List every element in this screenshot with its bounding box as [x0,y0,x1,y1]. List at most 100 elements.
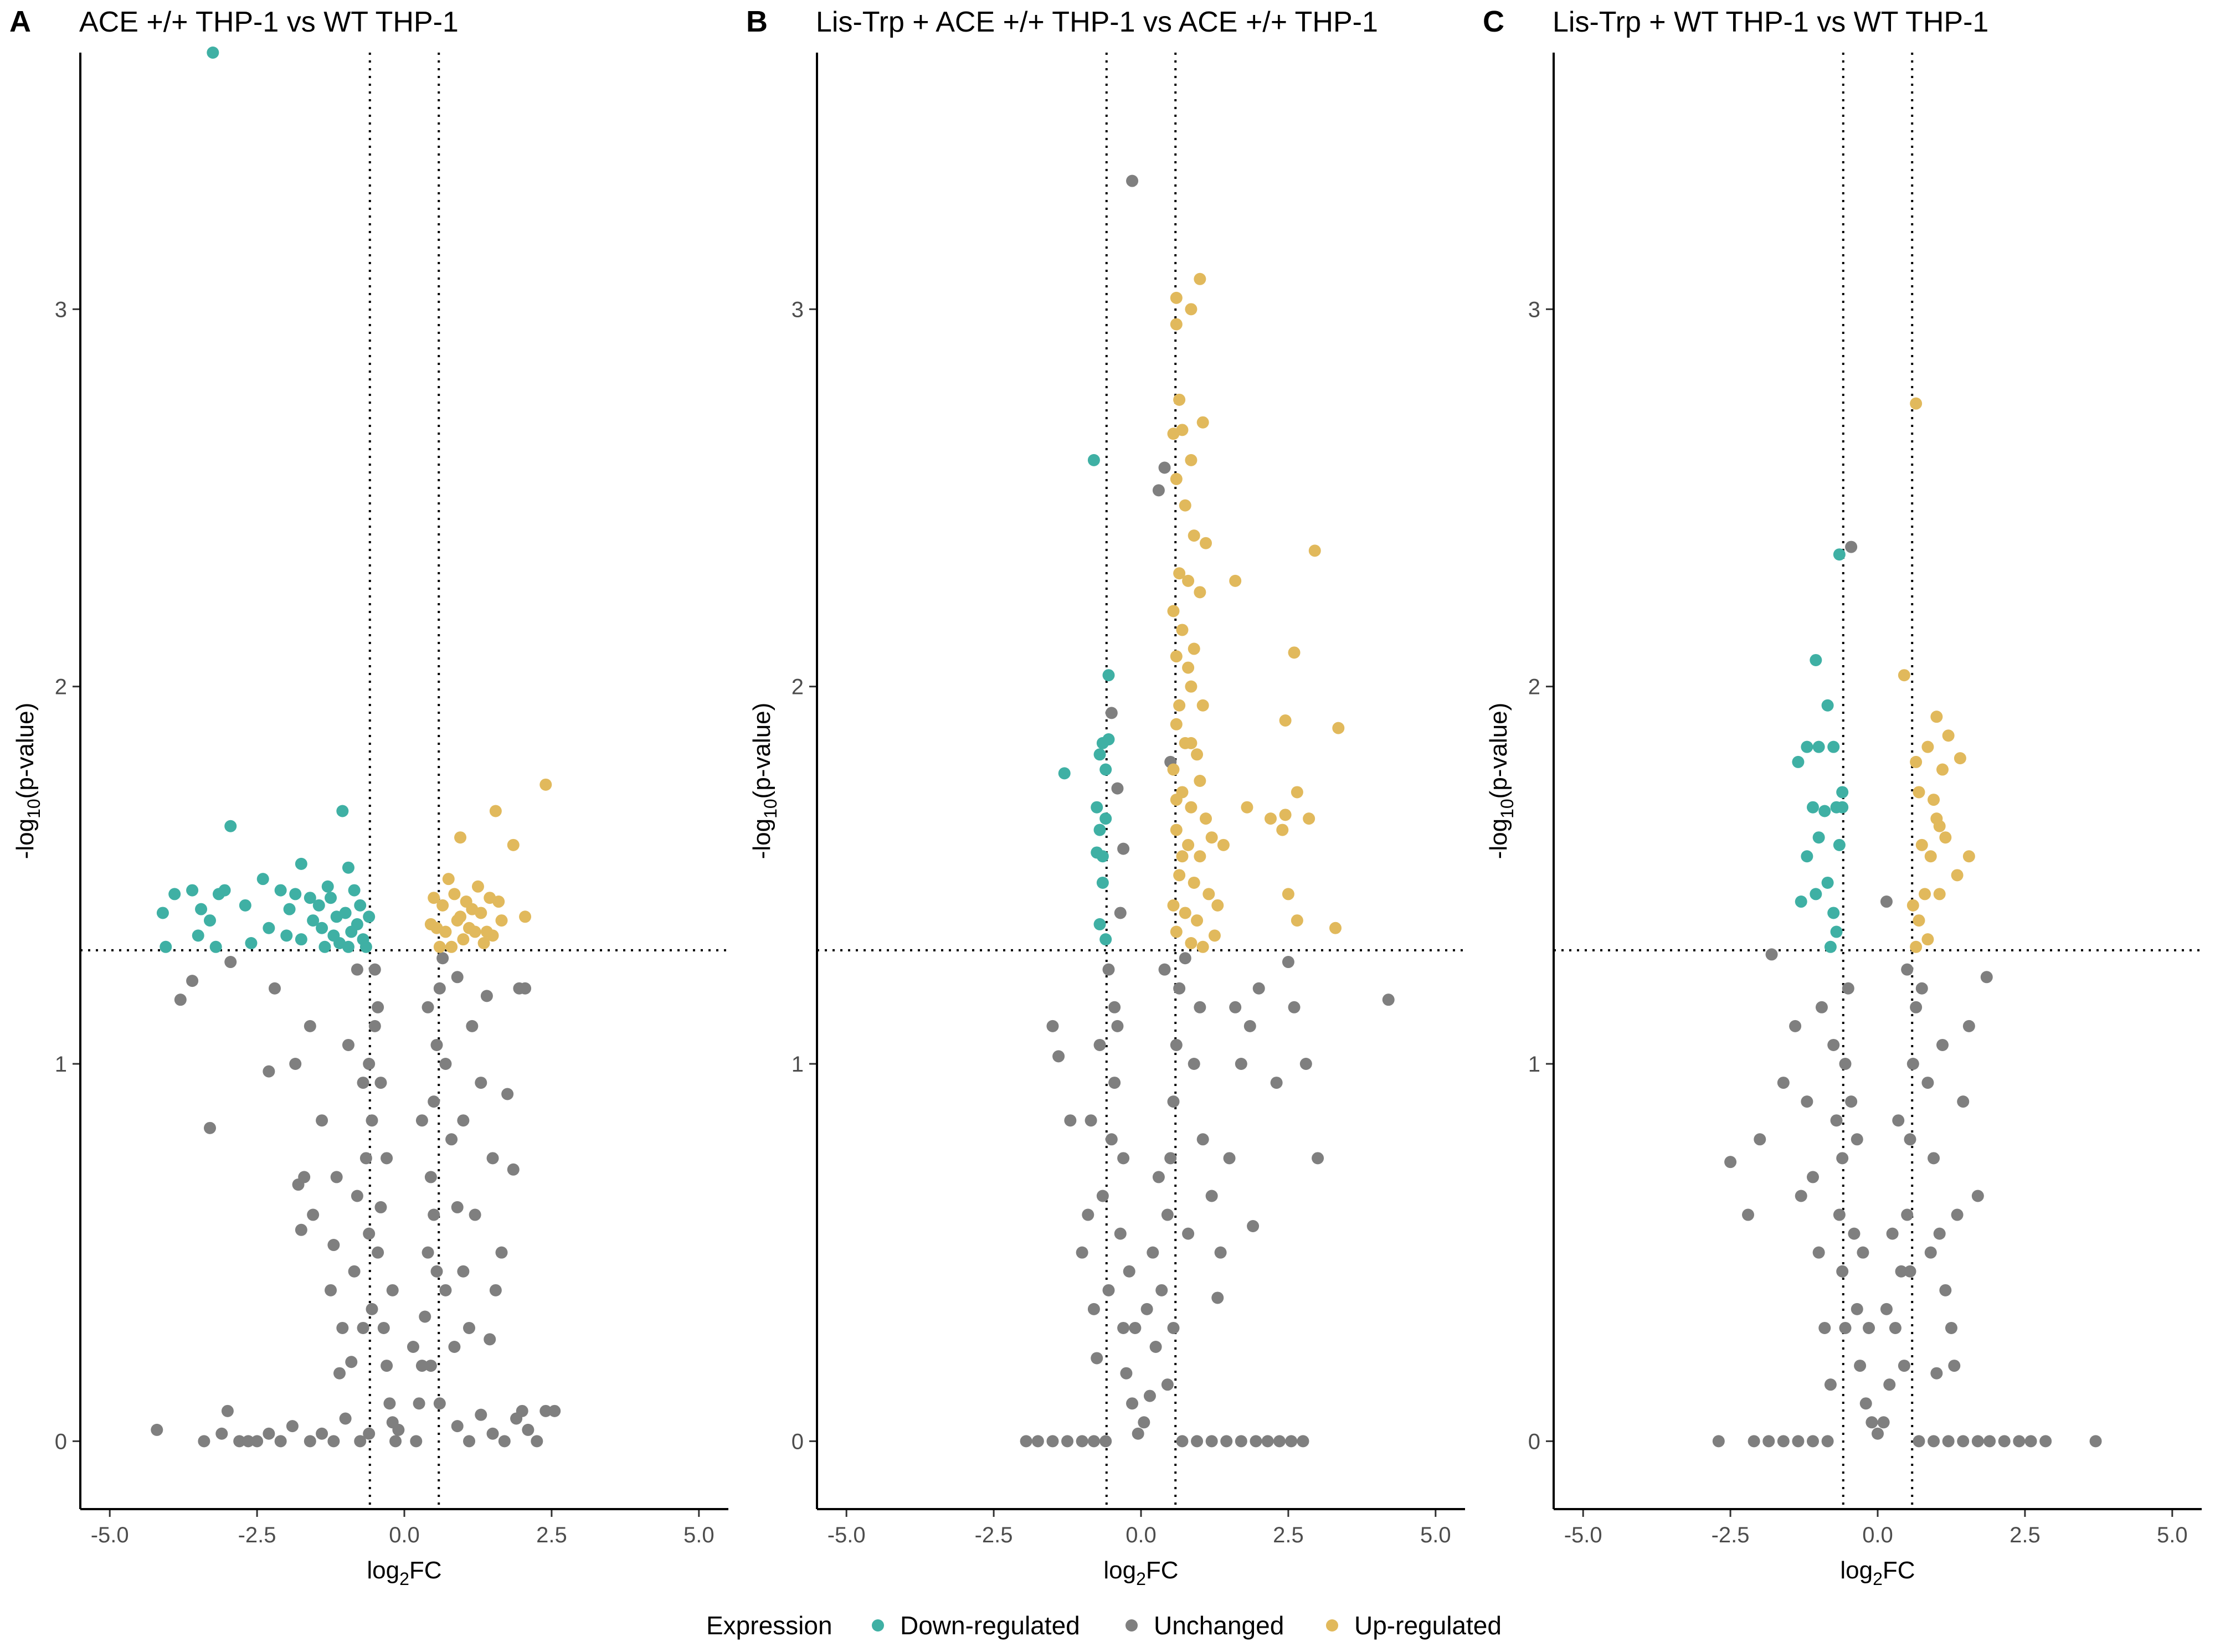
y-axis-title: -log10(p-value) [748,703,780,860]
down-regulated-point [207,47,219,59]
panel-letter: B [746,5,768,38]
down-regulated-point [339,907,352,919]
unchanged-point [1117,842,1130,855]
unchanged-point [475,1077,487,1089]
x-axis-title: log2FC [1840,1557,1915,1589]
down-regulated-point [295,933,307,946]
unchanged-point [1904,1265,1916,1278]
unchanged-point [457,1265,470,1278]
up-regulated-point [1170,472,1183,485]
unchanged-point [451,971,464,984]
panel-title: ACE +/+ THP-1 vs WT THP-1 [79,6,459,38]
unchanged-point [436,952,449,965]
down-regulated-point [245,936,258,949]
up-regulated-point [1173,393,1186,406]
unchanged-point [198,1435,210,1448]
unchanged-point [2013,1435,2026,1448]
unchanged-point [445,1133,458,1146]
up-regulated-point [1205,831,1218,844]
x-tick-label: 5.0 [683,1523,715,1547]
up-regulated-point [1913,786,1925,799]
x-tick-label: 2.5 [536,1523,567,1547]
up-regulated-point [1919,888,1931,900]
unchanged-point [1818,1321,1831,1334]
x-tick-label: 5.0 [1420,1523,1451,1547]
up-regulated-point [495,914,508,927]
unchanged-point [430,1038,443,1051]
up-regulated-point [1185,936,1198,949]
unchanged-point [1877,1416,1890,1429]
unchanged-point [415,1360,428,1372]
up-regulated-point [1288,646,1301,659]
unchanged-point [531,1435,543,1448]
unchanged-point [292,1178,305,1191]
unchanged-point [1282,956,1294,969]
up-regulated-point [1924,850,1937,863]
unchanged-point [1270,1077,1283,1089]
unchanged-point [1962,1020,1975,1032]
unchanged-point [539,1404,552,1417]
up-regulated-point [1939,831,1952,844]
up-regulated-point [1910,397,1923,410]
y-axis-title: -log10(p-value) [1485,703,1517,860]
panel-title: Lis-Trp + WT THP-1 vs WT THP-1 [1553,6,1988,38]
unchanged-point [374,1077,387,1089]
unchanged-point [1836,1152,1849,1165]
unchanged-point [1114,1227,1127,1240]
down-regulated-point [192,929,204,942]
up-regulated-point [463,922,475,934]
unchanged-point [304,1435,316,1448]
x-tick-label: -2.5 [238,1523,276,1547]
down-regulated-point [168,888,181,900]
up-regulated-point [1182,838,1195,851]
up-regulated-point [1291,786,1303,799]
unchanged-point [466,1020,479,1032]
x-axis-ticks: -5.0 -2.5 0.0 2.5 5.0 [828,1509,1451,1547]
down-regulated-point [1099,763,1112,776]
up-regulated-point [489,805,502,817]
unchanged-point [1108,1001,1121,1013]
y-tick-label: 3 [792,297,804,322]
unchanged-point [1155,1284,1168,1296]
unchanged-point [1883,1378,1896,1391]
up-regulated-point [1170,824,1183,836]
down-regulated-point [359,940,372,953]
unchanged-point [1111,1020,1124,1032]
unchanged-point [1851,1133,1863,1146]
panel-letter: C [1483,5,1504,38]
unchanged-point [381,1360,393,1372]
unchanged-point [1998,1435,2011,1448]
unchanged-point [1930,1367,1943,1380]
unchanged-point [2024,1435,2037,1448]
up-regulated-point [1179,907,1191,919]
up-regulated-point [1188,876,1200,889]
unchanged-point [1176,1435,1189,1448]
up-regulated-point [1170,318,1183,331]
unchanged-point [348,1265,361,1278]
unchanged-point [1205,1190,1218,1202]
unchanged-point [1830,1114,1843,1127]
threshold-lines [80,53,728,1509]
down-regulated-point [1810,653,1822,666]
unchanged-point [1845,1095,1858,1108]
unchanged-point [357,1077,369,1089]
up-regulated-point [1167,428,1180,440]
up-regulated-point [1196,416,1209,429]
unchanged-point [1020,1435,1032,1448]
unchanged-point [363,1227,376,1240]
up-regulated-point [1200,537,1212,549]
unchanged-point [498,1435,511,1448]
unchanged-point [428,1095,440,1108]
unchanged-point [345,1356,358,1368]
legend-label-down: Down-regulated [900,1611,1080,1640]
unchanged-point [186,975,199,987]
x-tick-label: 0.0 [389,1523,420,1547]
unchanged-point [242,1435,255,1448]
legend-swatch-down [872,1619,884,1632]
down-regulated-point [1096,850,1109,863]
up-regulated-point [1951,869,1964,882]
down-regulated-point [186,884,199,897]
unchanged-point [269,982,281,995]
up-regulated-point [436,899,449,912]
up-regulated-point [1202,888,1215,900]
